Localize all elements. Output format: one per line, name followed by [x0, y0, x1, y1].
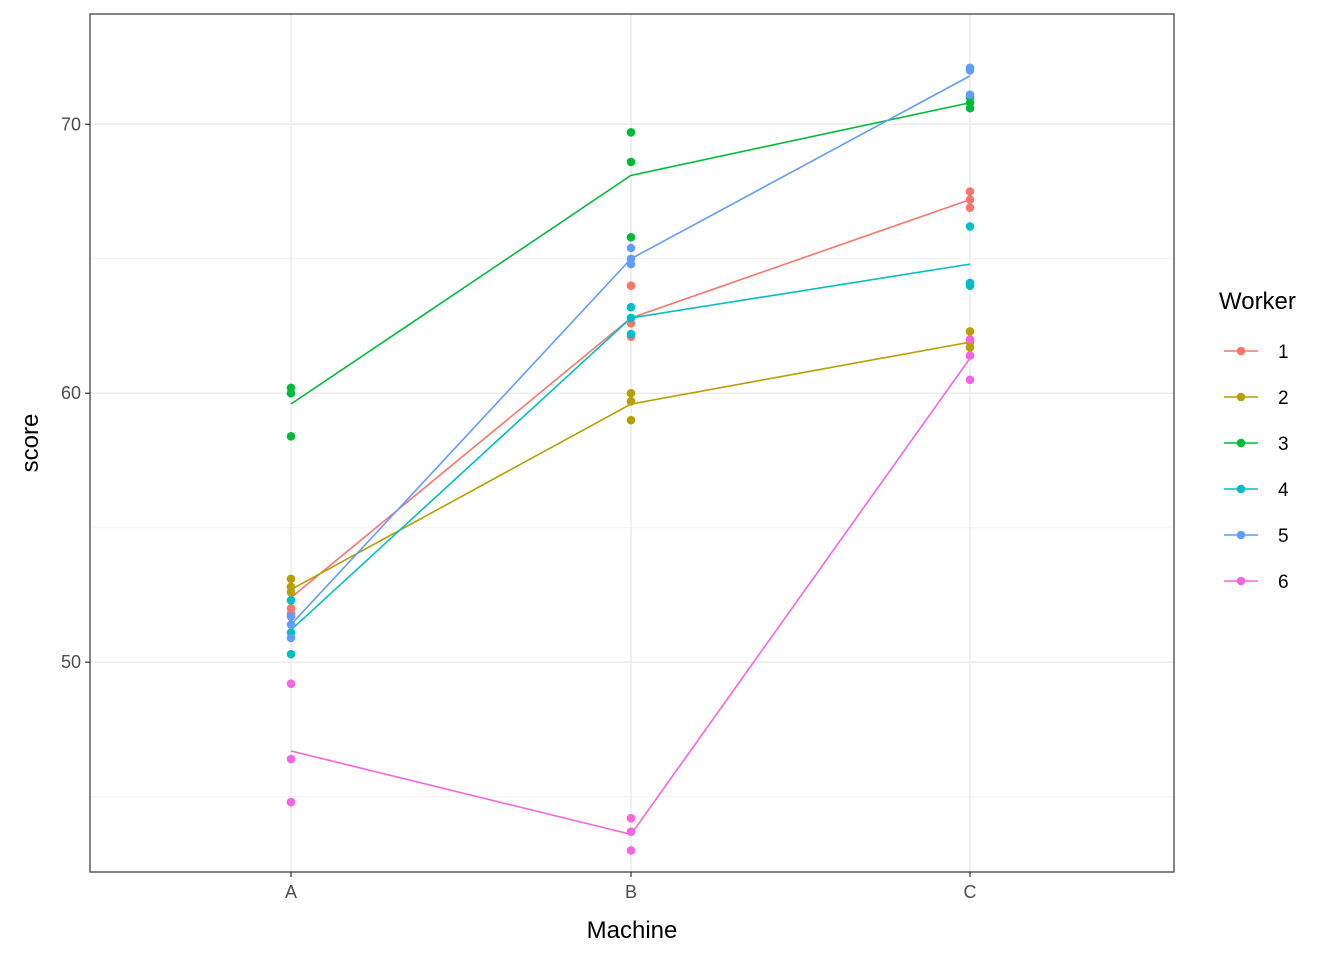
- data-point-worker-2: [286, 574, 296, 584]
- legend-label-worker-6: 6: [1278, 572, 1289, 593]
- x-axis-title: Machine: [587, 917, 678, 944]
- data-point-worker-6: [286, 797, 296, 807]
- data-point-worker-2: [626, 397, 636, 406]
- legend-label-worker-1: 1: [1278, 342, 1289, 363]
- legend-key-point: [1236, 346, 1246, 356]
- data-point-worker-5: [286, 633, 296, 643]
- data-point-worker-6: [286, 754, 296, 764]
- axes: 50 60 70 A B C: [61, 114, 977, 902]
- data-point-worker-2: [626, 388, 636, 398]
- series-line-worker-3: [290, 101, 971, 405]
- data-point-worker-5: [965, 66, 975, 75]
- legend-key-point: [1236, 438, 1246, 448]
- legend-label-worker-4: 4: [1278, 480, 1289, 501]
- data-point-worker-1: [965, 187, 975, 196]
- data-point-worker-6: [286, 679, 296, 689]
- data-points: [286, 63, 975, 855]
- y-tick-label: 70: [61, 114, 81, 134]
- data-point-worker-4: [965, 281, 975, 290]
- data-point-worker-3: [965, 103, 975, 113]
- data-point-worker-6: [626, 827, 636, 836]
- x-tick-label: C: [964, 882, 977, 902]
- data-point-worker-4: [286, 649, 296, 659]
- data-point-worker-2: [626, 415, 636, 425]
- legend-key-point: [1236, 530, 1246, 540]
- y-tick-label: 50: [61, 652, 81, 672]
- legend-key-point: [1236, 392, 1246, 402]
- legend-key-point: [1236, 576, 1246, 586]
- data-point-worker-3: [626, 232, 636, 242]
- plot-panel-background: [90, 14, 1174, 872]
- data-point-worker-6: [965, 351, 975, 360]
- data-point-worker-6: [965, 375, 975, 385]
- data-point-worker-6: [965, 335, 975, 344]
- data-point-worker-2: [965, 327, 975, 336]
- data-point-worker-5: [626, 254, 636, 264]
- data-point-worker-6: [626, 813, 636, 823]
- data-point-worker-4: [626, 313, 636, 323]
- data-point-worker-4: [626, 329, 636, 339]
- data-point-worker-5: [286, 612, 296, 621]
- data-point-worker-5: [965, 90, 975, 99]
- legend-title: Worker: [1219, 288, 1296, 315]
- data-point-worker-3: [286, 388, 296, 398]
- data-point-worker-4: [626, 302, 636, 312]
- data-point-worker-4: [965, 222, 975, 231]
- x-tick-label: A: [285, 882, 297, 902]
- x-tick-label: B: [625, 882, 637, 902]
- legend: Worker 1 2 3 4 5 6: [1219, 288, 1296, 593]
- legend-label-worker-3: 3: [1278, 434, 1289, 455]
- plot-panel-border: [89, 13, 1175, 873]
- data-point-worker-5: [286, 620, 296, 629]
- legend-label-worker-2: 2: [1278, 388, 1289, 409]
- y-axis-title: score: [17, 414, 44, 473]
- data-point-worker-4: [286, 596, 296, 605]
- data-point-worker-3: [286, 431, 296, 441]
- legend-label-worker-5: 5: [1278, 526, 1289, 547]
- y-tick-label: 60: [61, 383, 81, 403]
- data-point-worker-3: [626, 157, 636, 167]
- data-point-worker-1: [965, 203, 975, 212]
- data-point-worker-3: [626, 128, 636, 137]
- data-point-worker-1: [626, 281, 636, 290]
- data-point-worker-6: [626, 846, 636, 855]
- data-point-worker-1: [965, 195, 975, 204]
- data-point-worker-5: [626, 243, 636, 253]
- legend-key-point: [1236, 484, 1246, 494]
- data-point-worker-2: [286, 587, 296, 597]
